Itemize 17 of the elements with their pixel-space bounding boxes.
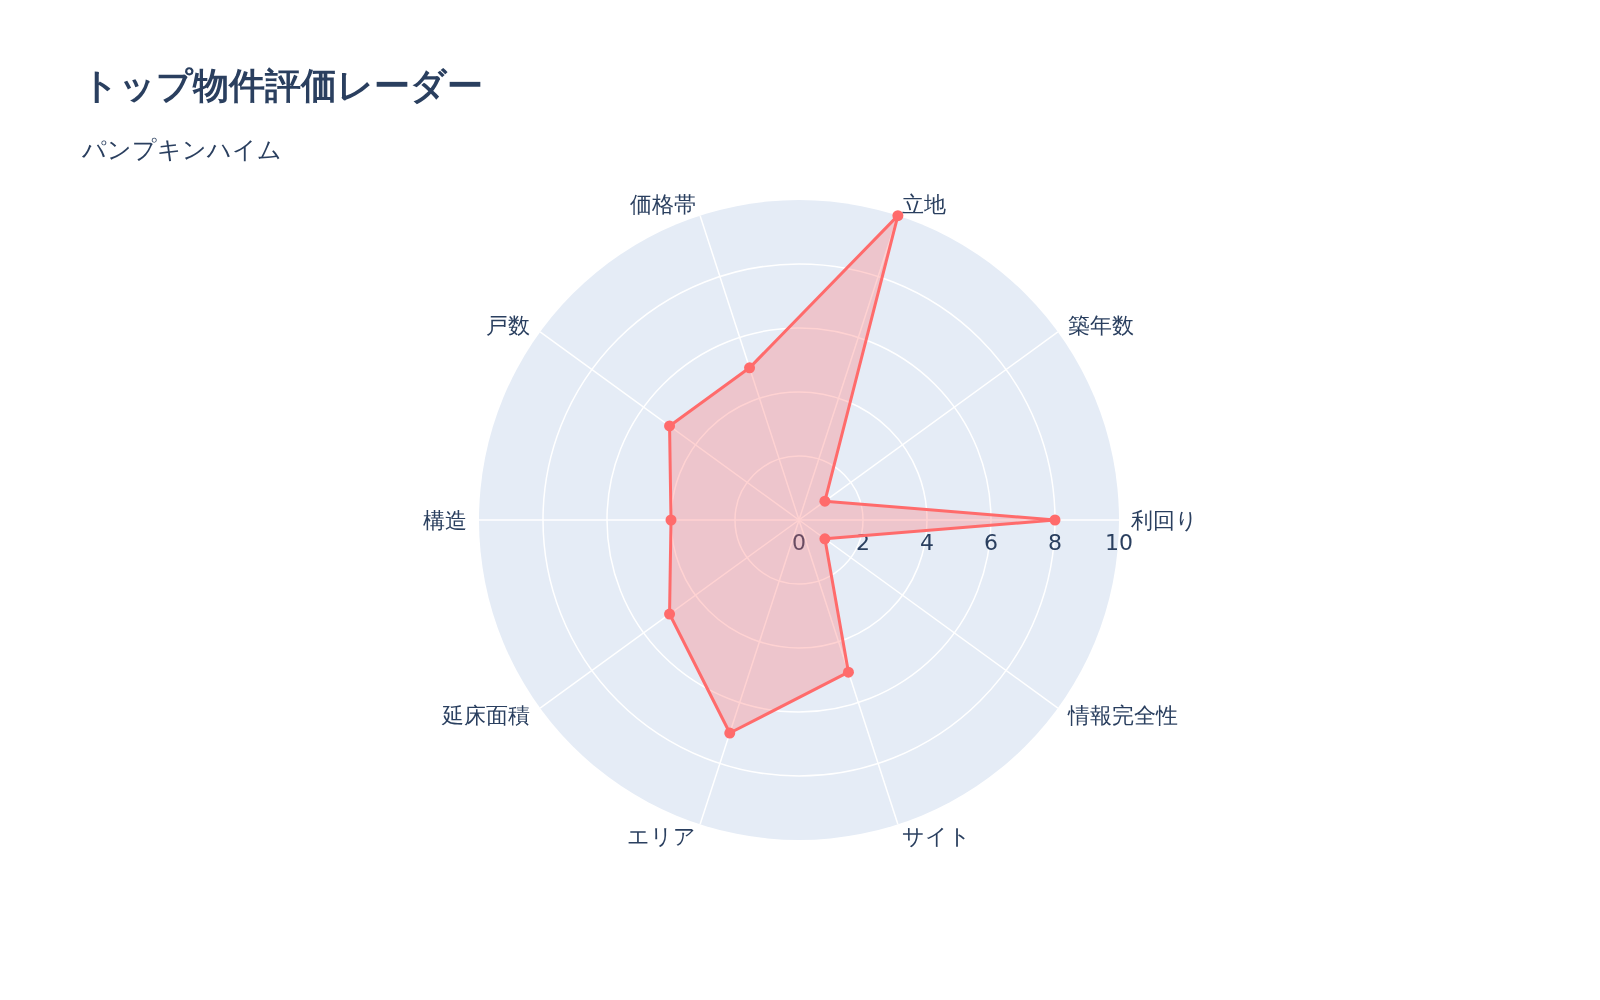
spoke-label: 立地 bbox=[901, 192, 946, 218]
spoke-label: エリア bbox=[627, 823, 697, 849]
spoke-label: 延床面積 bbox=[441, 703, 531, 729]
y-tick-label: 4 bbox=[920, 530, 934, 555]
y-tick-label: 10 bbox=[1105, 530, 1133, 555]
spoke-label: 構造 bbox=[423, 508, 467, 533]
spoke-label: 価格帯 bbox=[630, 192, 697, 218]
y-tick-label: 8 bbox=[1048, 530, 1062, 555]
spoke-label: 利回り bbox=[1131, 508, 1198, 533]
y-tick-label: 6 bbox=[984, 530, 998, 555]
y-tick-label: 0 bbox=[792, 530, 806, 555]
spoke-label: 築年数 bbox=[1067, 312, 1134, 338]
text: パンプキンハイム bbox=[81, 136, 282, 164]
spoke-label: サイト bbox=[901, 823, 971, 849]
spoke-label: 戸数 bbox=[486, 312, 531, 338]
spoke-label: 情報完全性 bbox=[1066, 703, 1178, 729]
chart-title: トップ物件評価レーダー bbox=[82, 65, 483, 106]
